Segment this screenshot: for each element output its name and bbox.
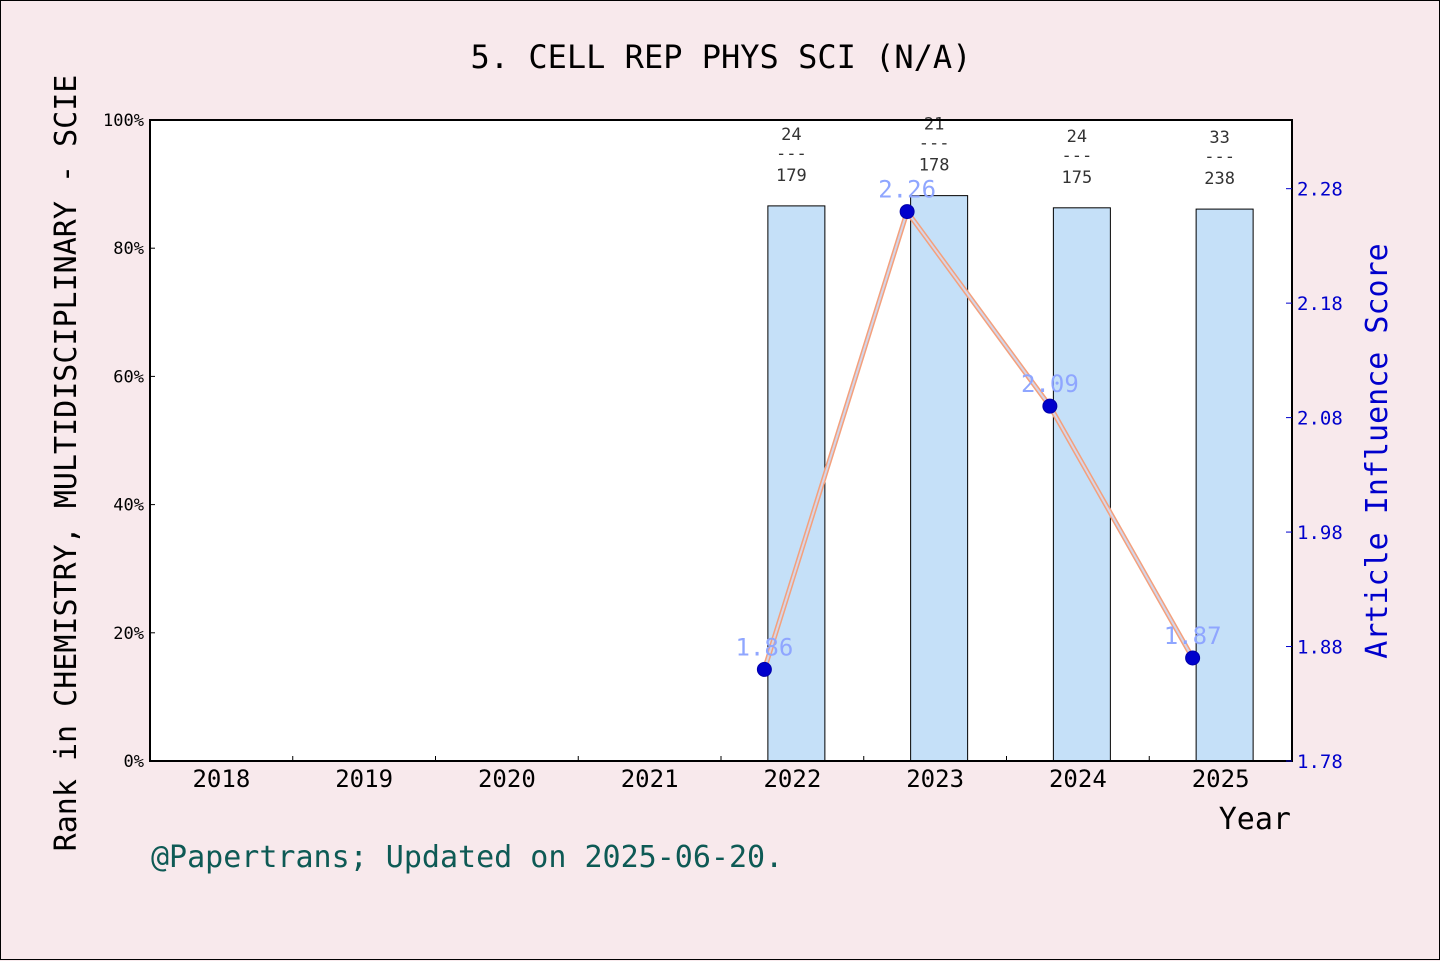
rank-numerator-2024: 24	[1067, 127, 1087, 147]
left-tick-label-4: 80%	[113, 239, 144, 259]
left-tick-label-3: 60%	[113, 367, 144, 387]
marker-2025	[1185, 650, 1201, 666]
right-tick-label-3: 2.08	[1297, 408, 1343, 430]
x-axis-ticks: 2018 2019 2020 2021 2022 2023 2024 2025	[192, 756, 1250, 793]
x-tick-label-2018: 2018	[192, 765, 250, 793]
right-tick-label-4: 2.18	[1297, 293, 1343, 315]
value-label-2024: 2.09	[1021, 370, 1079, 398]
rank-numerator-2025: 33	[1209, 128, 1229, 148]
right-tick-label-5: 2.28	[1297, 179, 1343, 201]
value-label-2023: 2.26	[878, 176, 936, 204]
left-tick-label-5: 100%	[103, 111, 144, 131]
value-label-2022: 1.86	[735, 633, 793, 661]
chart-title: 5. CELL REP PHYS SCI (N/A)	[471, 38, 972, 76]
rank-total-2023: 178	[919, 156, 950, 176]
rank-separator-2025: ---	[1204, 147, 1235, 167]
footer-credit: @Papertrans; Updated on 2025-06-20.	[151, 840, 783, 875]
left-axis-ticks: 0% 20% 40% 60% 80% 100%	[103, 111, 155, 772]
influence-line-inner	[763, 210, 1194, 670]
x-tick-label-2019: 2019	[335, 765, 393, 793]
value-label-2025: 1.87	[1164, 622, 1222, 650]
right-tick-label-0: 1.78	[1297, 751, 1343, 773]
x-tick-label-2025: 2025	[1192, 765, 1250, 793]
rank-separator-2022: ---	[776, 144, 807, 164]
marker-2024	[1042, 398, 1058, 414]
rank-numerator-2022: 24	[781, 125, 801, 145]
rank-total-2024: 175	[1062, 168, 1093, 188]
marker-2022	[756, 661, 772, 677]
bar-2022	[767, 205, 826, 762]
x-tick-label-2021: 2021	[621, 765, 679, 793]
bar-2025	[1195, 208, 1254, 762]
line-group: 1.86 2.26 2.09 1.87	[735, 176, 1222, 677]
rank-total-2022: 179	[776, 166, 807, 186]
bars-group	[767, 195, 1254, 762]
right-axis-label: Article Influence Score	[1360, 243, 1395, 658]
rank-separator-2023: ---	[919, 134, 950, 154]
left-tick-label-0: 0%	[124, 752, 144, 772]
plot-area	[150, 120, 1292, 761]
rank-total-2025: 238	[1204, 169, 1235, 189]
bar-2023	[910, 195, 969, 762]
x-tick-label-2022: 2022	[763, 765, 821, 793]
marker-2023	[899, 204, 915, 220]
left-tick-label-1: 20%	[113, 624, 144, 644]
left-tick-label-2: 40%	[113, 496, 144, 516]
rank-numerator-2023: 21	[924, 115, 944, 135]
x-axis-label: Year	[1219, 802, 1291, 837]
right-tick-label-2: 1.98	[1297, 522, 1343, 544]
x-tick-label-2020: 2020	[478, 765, 536, 793]
left-axis-label: Rank in CHEMISTRY, MULTIDISCIPLINARY - S…	[49, 75, 84, 852]
right-axis-ticks: 1.78 1.88 1.98 2.08 2.18 2.28	[1286, 179, 1343, 773]
rank-separator-2024: ---	[1062, 146, 1093, 166]
x-tick-label-2023: 2023	[906, 765, 964, 793]
x-tick-label-2024: 2024	[1049, 765, 1107, 793]
bar-2024	[1052, 207, 1111, 762]
right-tick-label-1: 1.88	[1297, 637, 1343, 659]
